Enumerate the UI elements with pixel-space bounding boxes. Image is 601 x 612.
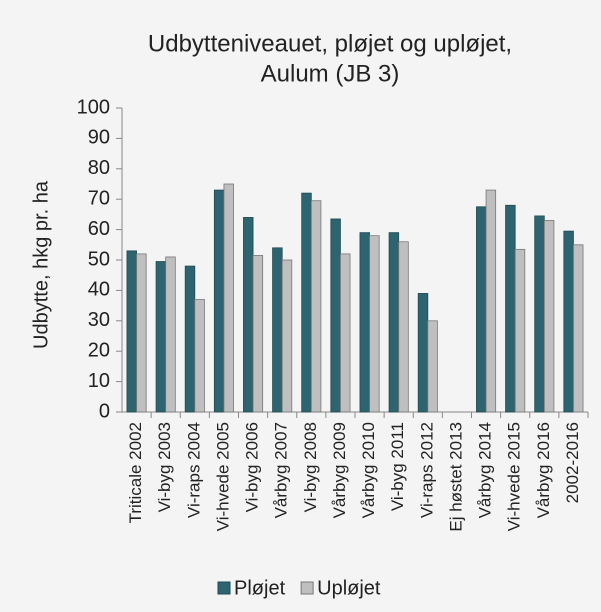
chart-title: Aulum (JB 3): [261, 60, 400, 87]
bar: [194, 299, 205, 413]
legend-label: Pløjet: [234, 577, 286, 599]
x-tick-label: Triticale 2002: [126, 422, 145, 523]
y-tick-label: 30: [88, 309, 110, 331]
bar: [427, 320, 438, 413]
x-tick-label: Vi-byg 2006: [243, 422, 262, 512]
x-tick-label: Vårbyg 2010: [359, 422, 378, 518]
x-tick-label: Vi-raps 2012: [417, 422, 436, 518]
y-tick-label: 50: [88, 248, 110, 270]
bar: [573, 244, 584, 413]
legend-swatch: [300, 581, 314, 595]
bar: [301, 192, 312, 413]
bar: [272, 247, 283, 413]
x-tick-label: Vi-raps 2004: [184, 422, 203, 518]
bar: [476, 206, 487, 413]
bar: [223, 183, 234, 413]
bar: [505, 204, 516, 413]
bar: [534, 215, 545, 413]
bar: [165, 256, 176, 413]
legend-label: Upløjet: [317, 577, 381, 599]
y-tick-label: 10: [88, 370, 110, 392]
y-tick-label: 100: [77, 96, 110, 118]
y-tick-label: 60: [88, 218, 110, 240]
bar: [184, 265, 196, 413]
bar: [359, 232, 370, 413]
y-tick-label: 40: [88, 279, 110, 301]
bar: [369, 235, 380, 413]
x-tick-label: Vi-byg 2008: [301, 422, 320, 512]
x-tick-label: Vi-byg 2011: [388, 422, 407, 511]
x-tick-label: Vårbyg 2016: [534, 422, 553, 518]
x-tick-label: Vi-byg 2003: [155, 422, 174, 512]
bar: [136, 253, 147, 413]
x-tick-label: Vi-hvede 2005: [213, 422, 232, 531]
bar: [417, 293, 429, 413]
bar: [388, 232, 400, 413]
x-tick-label: Vårbyg 2009: [330, 422, 349, 518]
bar: [252, 255, 264, 413]
y-tick-label: 0: [99, 400, 110, 422]
bar: [126, 250, 137, 413]
bar: [213, 189, 225, 413]
bar: [514, 248, 526, 413]
x-tick-label: Ej høstet 2013: [446, 422, 465, 532]
bar: [485, 189, 497, 413]
legend-swatch: [217, 581, 231, 595]
y-tick-label: 70: [88, 187, 110, 209]
bar: [543, 220, 555, 413]
y-tick-label: 20: [88, 339, 110, 361]
y-tick-label: 80: [88, 157, 110, 179]
x-tick-label: 2002-2016: [563, 422, 582, 503]
bar: [310, 200, 322, 413]
x-tick-label: Vi-hvede 2015: [505, 422, 524, 531]
x-tick-label: Vårbyg 2014: [476, 422, 495, 518]
x-tick-label: Vårbyg 2007: [272, 422, 291, 518]
bar: [340, 253, 351, 413]
bar: [398, 241, 409, 413]
chart-title: Udbytteniveauet, pløjet og upløjet,: [148, 30, 512, 57]
bar: [155, 261, 167, 413]
y-tick-label: 90: [88, 127, 110, 149]
bar: [243, 217, 254, 413]
bar: [563, 230, 574, 413]
y-axis-label: Udbytte, hkg pr. ha: [30, 180, 52, 349]
bar: [330, 218, 341, 413]
bar: [281, 259, 293, 413]
